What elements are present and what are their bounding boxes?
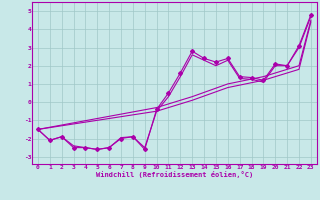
X-axis label: Windchill (Refroidissement éolien,°C): Windchill (Refroidissement éolien,°C): [96, 171, 253, 178]
